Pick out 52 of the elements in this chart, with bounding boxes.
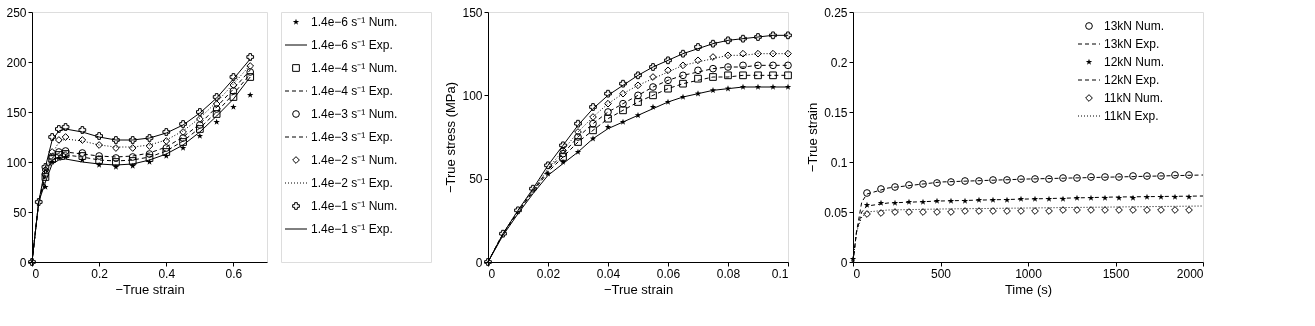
x-tick-label: 0.1 [771,266,789,281]
legend-label: 1.4e−4 s⁻¹ Exp. [311,84,393,98]
x-tick-label: 0 [853,266,861,281]
x-tick-label: 2000 [1176,266,1204,281]
x-tick-label: 0.06 [656,266,681,281]
y-tick-label: 100 [462,88,483,103]
y-axis-title: −True strain [805,102,821,173]
y-tick-label: 0 [475,255,483,270]
legend-label: 1.4e−2 s⁻¹ Exp. [311,176,393,190]
legend-label: 12kN Exp. [1104,73,1160,87]
y-axis-title: −True stress (MPa) [443,81,459,194]
x-tick-label: 0.04 [596,266,621,281]
legend-label: 1.4e−6 s⁻¹ Num. [311,15,398,29]
legend-label: 1.4e−1 s⁻¹ Num. [311,199,398,213]
legend-label: 1.4e−4 s⁻¹ Num. [311,61,398,75]
x-tick-label: 1000 [1015,266,1043,281]
y-tick-label: 150 [462,5,483,20]
legend-label: 1.4e−2 s⁻¹ Num. [311,153,398,167]
x-axis-title: −True strain [603,281,674,297]
y-tick-label: 0.05 [824,205,848,220]
legend-label: 13kN Num. [1104,19,1165,33]
y-tick-label: 0.15 [824,105,848,120]
legend-label: 12kN Num. [1104,55,1165,69]
x-tick-label: 0.08 [716,266,741,281]
y-tick-label: 0.2 [830,55,848,70]
y-tick-label: 0 [19,255,27,270]
legend-label: 1.4e−1 s⁻¹ Exp. [311,222,393,236]
x-tick-label: 0.4 [158,266,176,281]
y-tick-label: 250 [6,5,27,20]
legend-label: 1.4e−3 s⁻¹ Num. [311,107,398,121]
x-tick-label: 0.2 [91,266,109,281]
y-tick-label: 50 [469,172,483,187]
x-axis-title: −True strain [115,281,185,297]
x-tick-label: 0.6 [225,266,243,281]
x-tick-label: 0.02 [536,266,561,281]
y-tick-label: 0.1 [830,155,848,170]
legend-label: 1.4e−6 s⁻¹ Exp. [311,38,393,52]
y-tick-label: 150 [6,105,27,120]
y-tick-label: 0 [840,255,848,270]
x-tick-label: 1500 [1102,266,1130,281]
y-tick-label: 0.25 [824,5,848,20]
y-tick-label: 50 [13,205,27,220]
legend-label: 1.4e−3 s⁻¹ Exp. [311,130,393,144]
legend-label: 13kN Exp. [1104,37,1160,51]
legend-label: 11kN Exp. [1104,109,1159,123]
x-axis-title: Time (s) [1004,281,1053,297]
legend-label: 11kN Num. [1104,91,1164,105]
y-tick-label: 100 [6,155,27,170]
x-tick-label: 0 [32,266,40,281]
x-tick-label: 0 [488,266,496,281]
y-tick-label: 200 [6,55,27,70]
x-tick-label: 500 [930,266,952,281]
